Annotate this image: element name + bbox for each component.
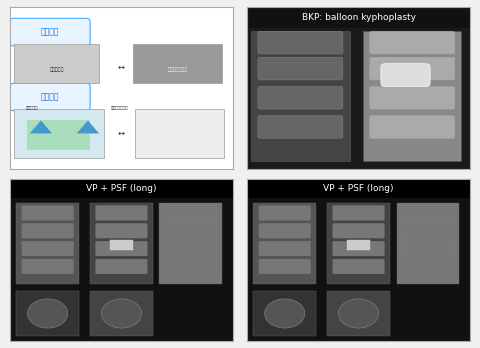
FancyBboxPatch shape: [402, 223, 454, 238]
Bar: [16, 203, 79, 284]
FancyBboxPatch shape: [165, 241, 216, 256]
FancyBboxPatch shape: [96, 206, 147, 220]
FancyBboxPatch shape: [22, 259, 73, 274]
FancyBboxPatch shape: [165, 206, 216, 220]
Bar: [348, 240, 370, 250]
FancyBboxPatch shape: [370, 57, 455, 80]
FancyBboxPatch shape: [258, 116, 343, 138]
FancyBboxPatch shape: [333, 223, 384, 238]
Bar: [10, 179, 233, 198]
FancyBboxPatch shape: [370, 31, 455, 54]
FancyBboxPatch shape: [22, 223, 73, 238]
FancyBboxPatch shape: [258, 57, 343, 80]
Bar: [110, 240, 132, 250]
Bar: [132, 44, 222, 83]
FancyBboxPatch shape: [381, 64, 430, 86]
FancyBboxPatch shape: [258, 86, 343, 109]
Bar: [363, 31, 461, 161]
Bar: [247, 7, 470, 28]
Circle shape: [27, 299, 68, 328]
Circle shape: [264, 299, 305, 328]
Text: 後側方固定術）: 後側方固定術）: [110, 106, 128, 110]
Bar: [247, 179, 470, 198]
Text: 装具加療: 装具加療: [41, 27, 59, 37]
Text: VP + PSF (long): VP + PSF (long): [324, 184, 394, 193]
Bar: [27, 120, 90, 150]
FancyBboxPatch shape: [96, 241, 147, 256]
FancyBboxPatch shape: [333, 206, 384, 220]
FancyBboxPatch shape: [96, 223, 147, 238]
FancyBboxPatch shape: [402, 241, 454, 256]
FancyBboxPatch shape: [402, 259, 454, 274]
FancyBboxPatch shape: [165, 223, 216, 238]
FancyBboxPatch shape: [259, 241, 311, 256]
Polygon shape: [77, 120, 99, 133]
FancyBboxPatch shape: [259, 206, 311, 220]
FancyBboxPatch shape: [370, 116, 455, 138]
Bar: [253, 203, 316, 284]
Text: VP + PSF (long): VP + PSF (long): [86, 184, 156, 193]
Bar: [14, 44, 99, 83]
Text: 硬性コルセット: 硬性コルセット: [168, 67, 187, 72]
Bar: [396, 203, 459, 284]
Bar: [327, 291, 390, 336]
FancyBboxPatch shape: [370, 86, 455, 109]
FancyBboxPatch shape: [10, 83, 90, 111]
Bar: [135, 109, 224, 158]
FancyBboxPatch shape: [402, 206, 454, 220]
FancyBboxPatch shape: [96, 259, 147, 274]
Bar: [327, 203, 390, 284]
FancyBboxPatch shape: [333, 241, 384, 256]
Polygon shape: [30, 120, 52, 133]
FancyBboxPatch shape: [259, 223, 311, 238]
Circle shape: [101, 299, 142, 328]
Bar: [251, 31, 349, 161]
FancyBboxPatch shape: [333, 259, 384, 274]
Bar: [14, 109, 104, 158]
FancyBboxPatch shape: [10, 18, 90, 46]
Text: BKP: balloon kyphoplasty: BKP: balloon kyphoplasty: [301, 13, 416, 22]
FancyBboxPatch shape: [165, 259, 216, 274]
Bar: [90, 291, 153, 336]
Text: ↔: ↔: [118, 62, 125, 71]
Bar: [159, 203, 222, 284]
Text: 手術加療: 手術加療: [41, 93, 59, 102]
Text: 体幹ギプス: 体幹ギプス: [49, 67, 64, 72]
Bar: [90, 203, 153, 284]
FancyBboxPatch shape: [22, 241, 73, 256]
Text: 前方固定術: 前方固定術: [25, 106, 38, 110]
FancyBboxPatch shape: [22, 206, 73, 220]
FancyBboxPatch shape: [259, 259, 311, 274]
Text: ↔: ↔: [118, 129, 125, 138]
Circle shape: [338, 299, 379, 328]
Bar: [253, 291, 316, 336]
FancyBboxPatch shape: [258, 31, 343, 54]
Bar: [16, 291, 79, 336]
